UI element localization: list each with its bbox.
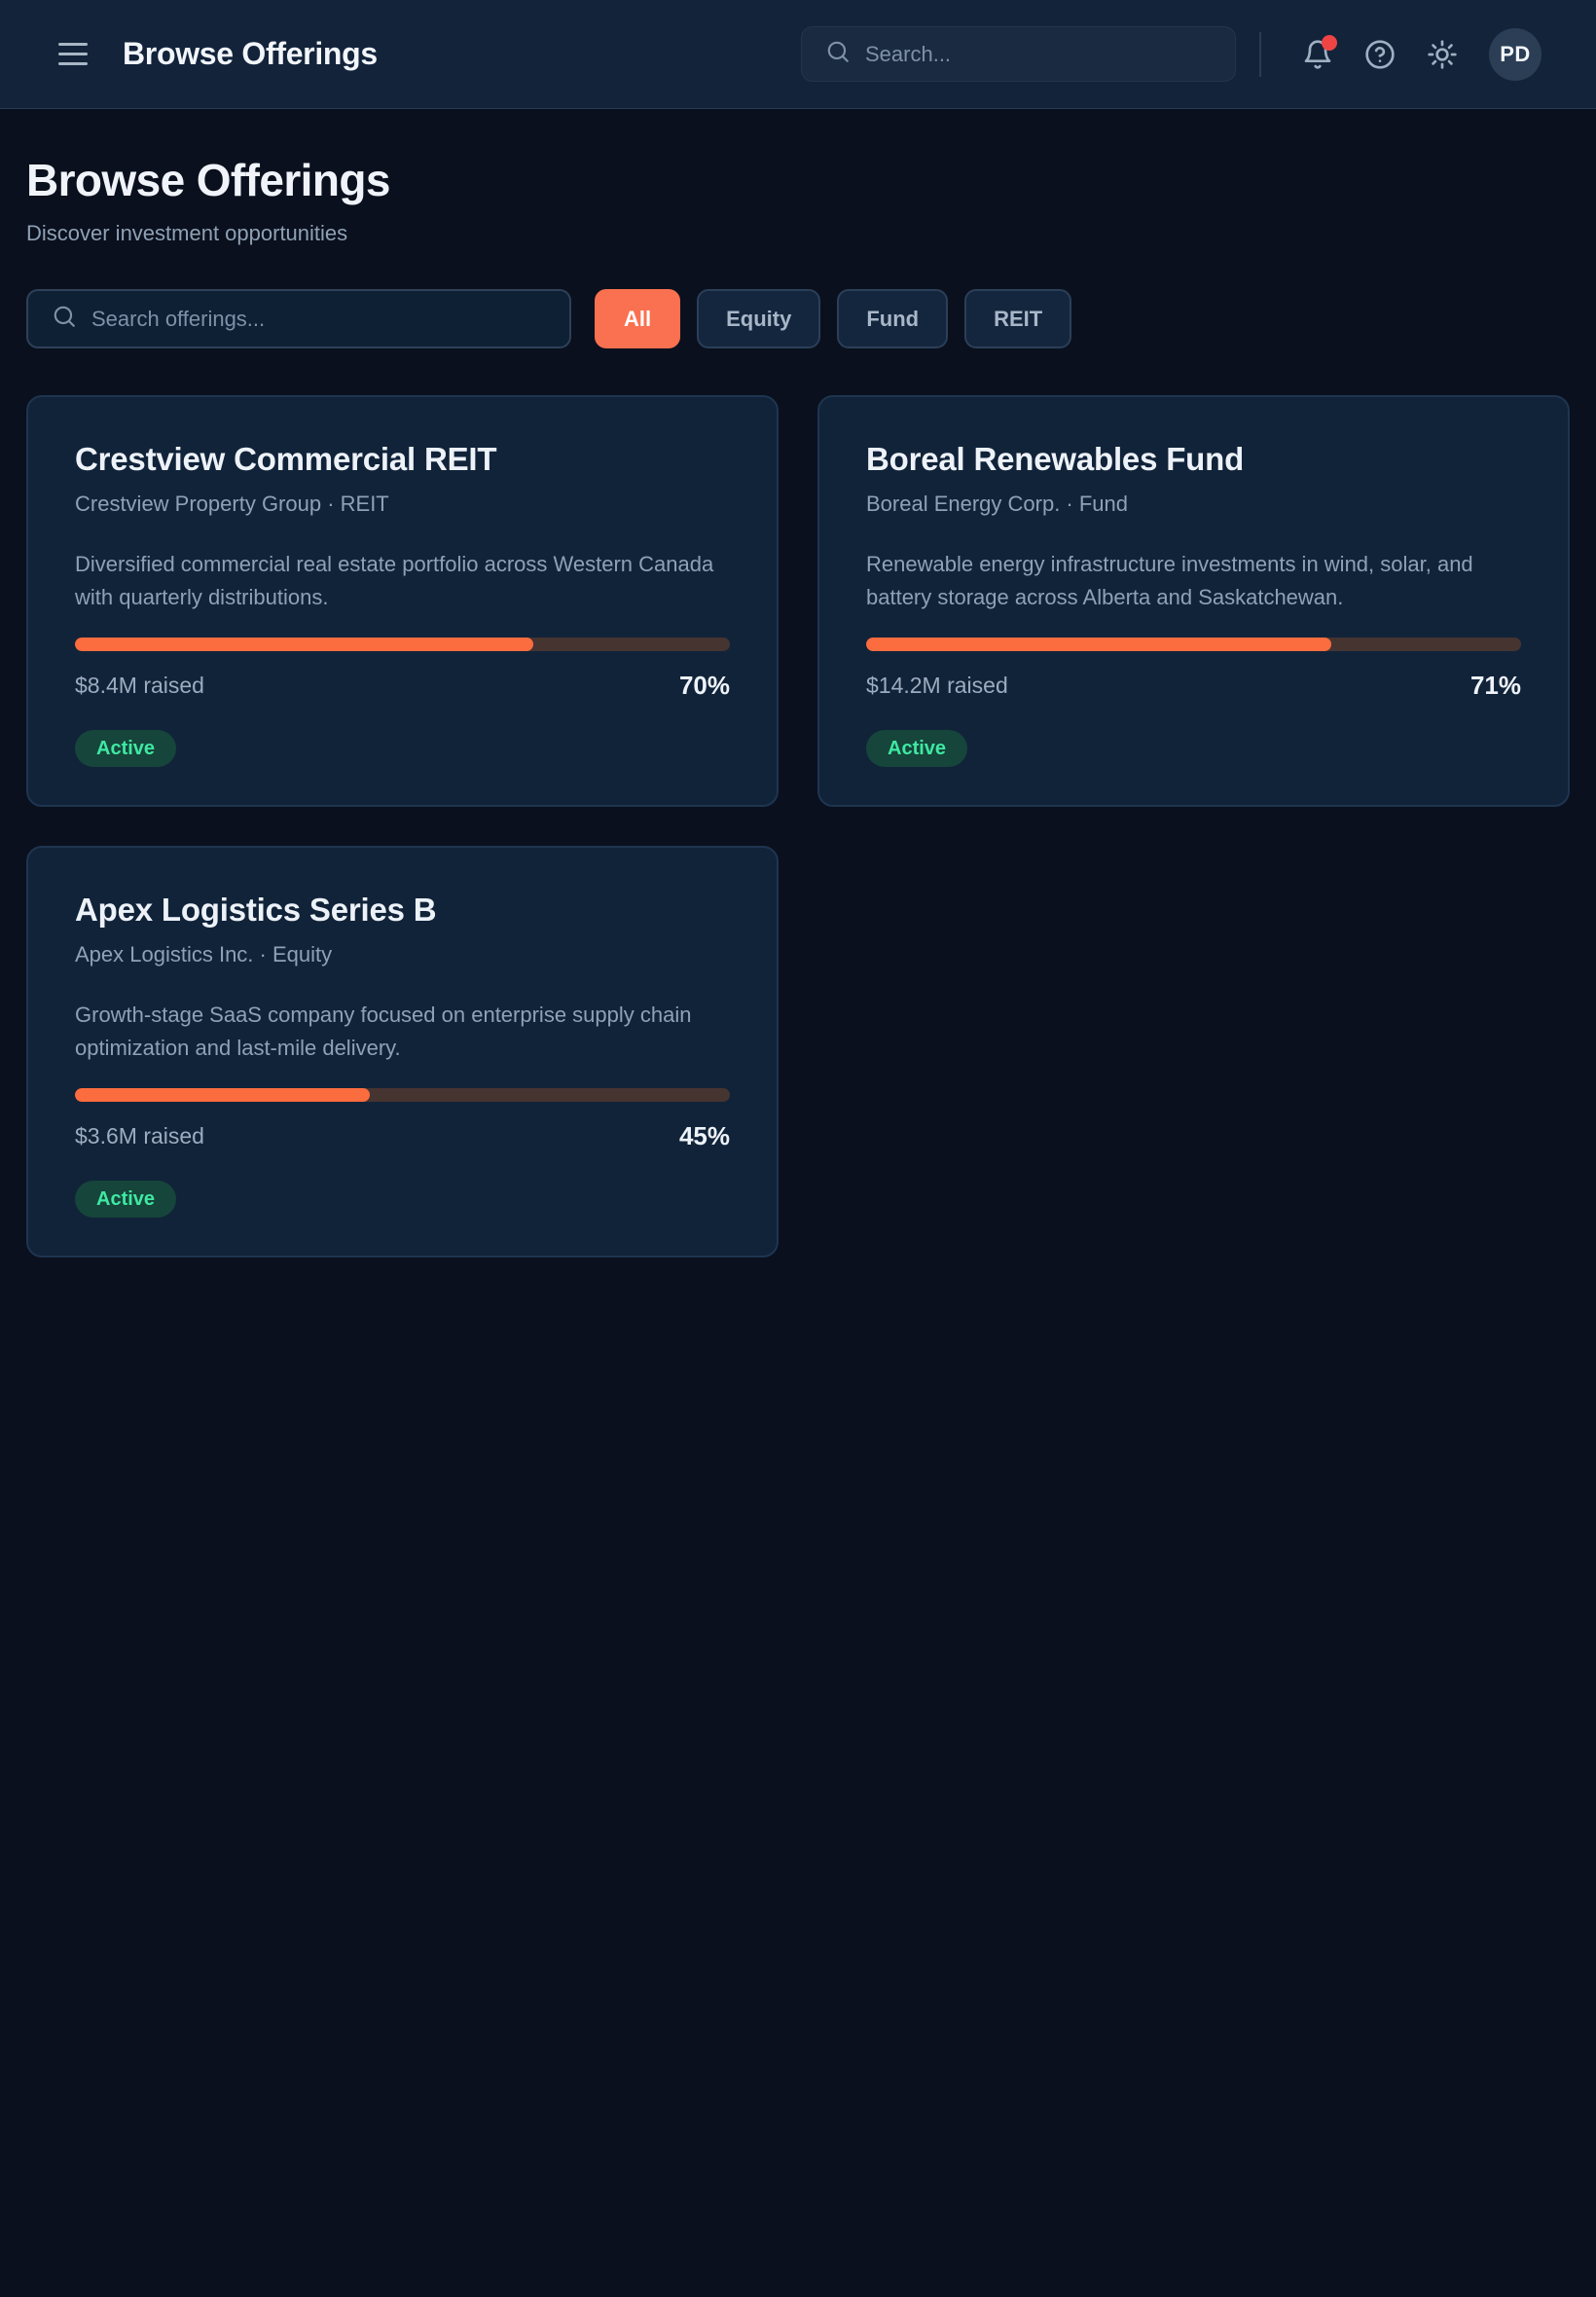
menu-button[interactable] — [56, 37, 90, 71]
offering-title: Boreal Renewables Fund — [866, 441, 1245, 477]
page-subtitle: Discover investment opportunities — [26, 221, 348, 245]
progress-bar — [866, 638, 1521, 651]
avatar[interactable]: PD — [1489, 27, 1542, 81]
global-search[interactable] — [801, 26, 1236, 82]
top-bar: Browse Offerings PD — [0, 0, 1596, 109]
offering-stats: $3.6M raised 45% — [75, 1121, 730, 1151]
raised-amount: $3.6M raised — [75, 1123, 204, 1148]
progress-fill — [866, 638, 1331, 651]
offering-stats: $14.2M raised 71% — [866, 671, 1521, 701]
progress-percent: 70% — [678, 671, 730, 700]
offering-issuer-line: Boreal Energy Corp. · Fund — [866, 492, 1129, 516]
offerings-grid: Crestview Commercial REIT Crestview Prop… — [26, 395, 1570, 1258]
offering-card[interactable]: Boreal Renewables Fund Boreal Energy Cor… — [817, 395, 1570, 807]
filters-toolbar: All Equity Fund REIT — [26, 289, 1570, 348]
progress-percent: 71% — [1469, 671, 1521, 700]
status-badge: Active — [75, 730, 177, 767]
offering-description: Diversified commercial real estate portf… — [75, 552, 714, 609]
progress-fill — [75, 638, 534, 651]
search-icon — [52, 304, 77, 334]
page-title: Browse Offerings — [26, 155, 390, 205]
help-circle-icon — [1364, 39, 1396, 70]
raised-amount: $14.2M raised — [866, 673, 1008, 698]
filter-all[interactable]: All — [595, 289, 681, 348]
offerings-search-input[interactable] — [91, 306, 550, 332]
progress-fill — [75, 1088, 370, 1102]
bell-icon — [1302, 39, 1333, 70]
sun-icon — [1427, 39, 1458, 70]
notification-dot — [1322, 34, 1337, 51]
global-search-input[interactable] — [865, 41, 1215, 67]
status-badge: Active — [866, 730, 968, 767]
progress-percent: 45% — [678, 1121, 730, 1150]
filter-fund[interactable]: Fund — [837, 289, 949, 348]
offerings-search[interactable] — [26, 289, 571, 348]
offering-description: Growth-stage SaaS company focused on ent… — [75, 1003, 692, 1060]
offering-description: Renewable energy infrastructure investme… — [866, 552, 1473, 609]
filter-pills: All Equity Fund REIT — [595, 289, 1072, 348]
raised-amount: $8.4M raised — [75, 673, 204, 698]
header-divider — [1259, 31, 1261, 77]
progress-bar — [75, 638, 730, 651]
app-title: Browse Offerings — [123, 36, 378, 71]
offering-stats: $8.4M raised 70% — [75, 671, 730, 701]
filter-reit[interactable]: REIT — [964, 289, 1072, 348]
main-content: Browse Offerings Discover investment opp… — [0, 154, 1596, 1258]
search-icon — [825, 39, 851, 69]
offering-title: Crestview Commercial REIT — [75, 441, 497, 477]
menu-icon — [58, 43, 88, 46]
filter-equity[interactable]: Equity — [697, 289, 821, 348]
progress-bar — [75, 1088, 730, 1102]
help-button[interactable] — [1355, 29, 1405, 80]
offering-issuer-line: Apex Logistics Inc. · Equity — [75, 942, 333, 966]
notifications-button[interactable] — [1292, 29, 1343, 80]
offering-card[interactable]: Crestview Commercial REIT Crestview Prop… — [26, 395, 779, 807]
offering-card[interactable]: Apex Logistics Series B Apex Logistics I… — [26, 846, 779, 1258]
offering-issuer-line: Crestview Property Group · REIT — [75, 492, 389, 516]
theme-toggle-button[interactable] — [1417, 29, 1468, 80]
status-badge: Active — [75, 1181, 177, 1218]
offering-title: Apex Logistics Series B — [75, 892, 437, 928]
